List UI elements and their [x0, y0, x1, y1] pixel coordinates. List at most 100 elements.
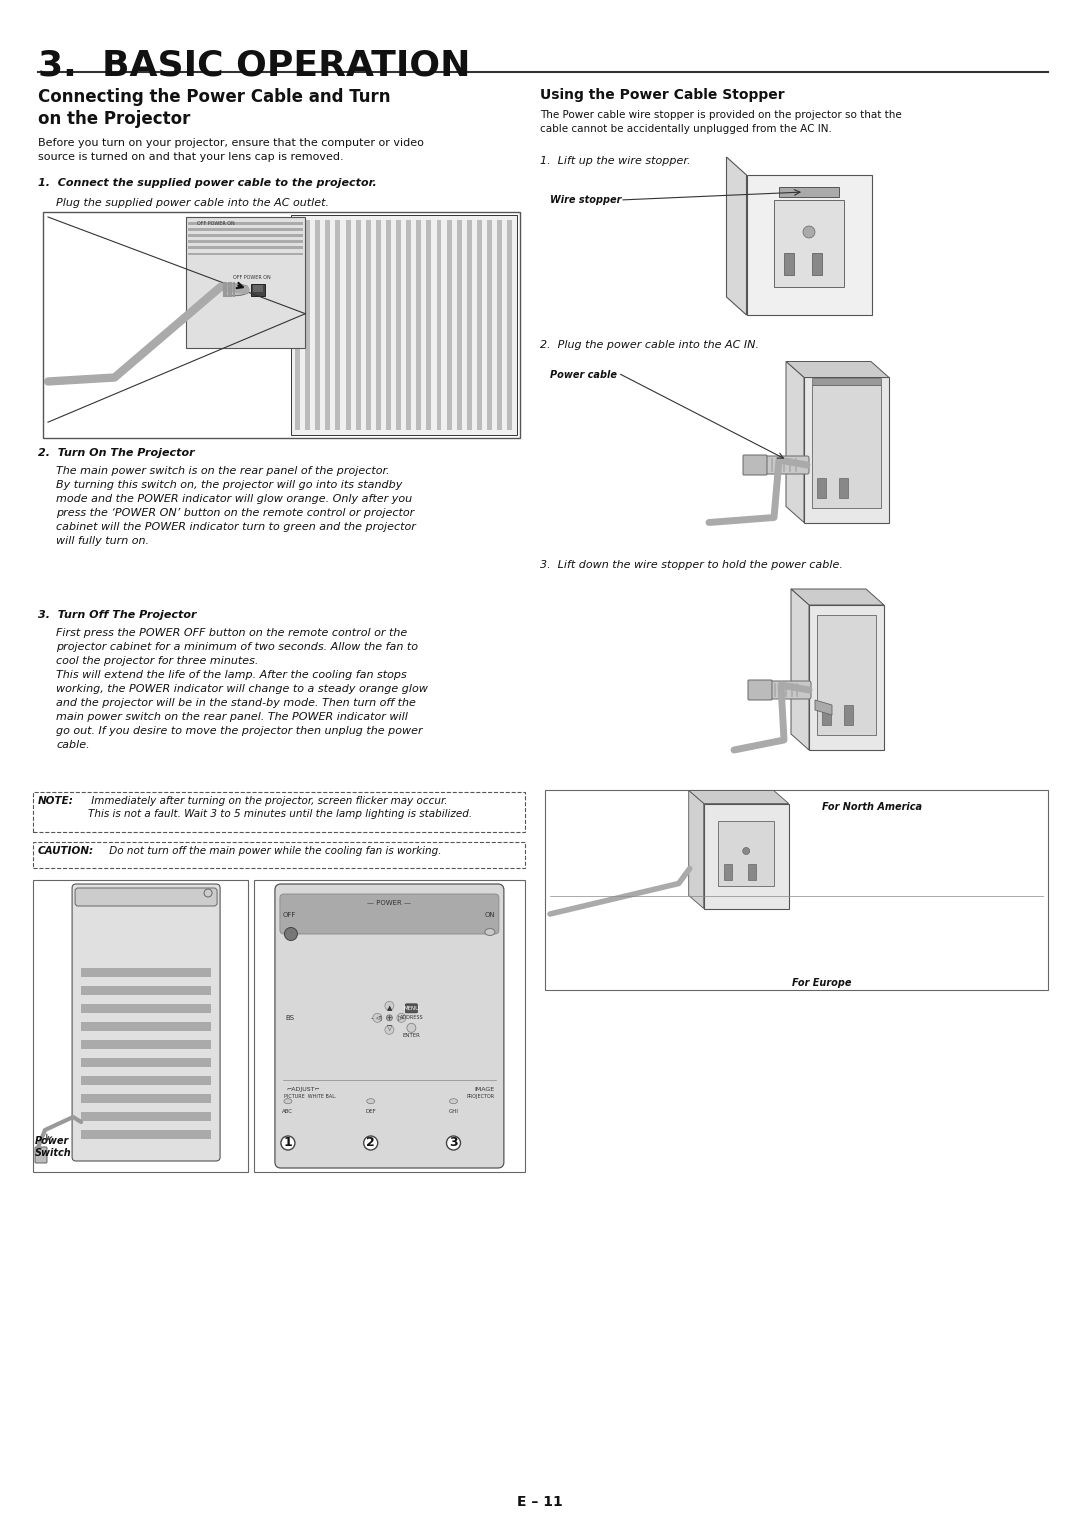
- FancyBboxPatch shape: [76, 888, 217, 906]
- Circle shape: [204, 889, 212, 897]
- Bar: [487, 220, 492, 429]
- Text: Immediately after turning on the projector, screen flicker may occur.
This is no: Immediately after turning on the project…: [87, 796, 472, 819]
- Text: 2.  Turn On The Projector: 2. Turn On The Projector: [38, 448, 194, 458]
- Text: OFF POWER ON: OFF POWER ON: [197, 222, 234, 226]
- Text: ▷: ▷: [397, 1015, 403, 1021]
- Ellipse shape: [367, 1099, 375, 1103]
- Bar: [33, 792, 525, 833]
- Circle shape: [373, 1013, 382, 1022]
- Text: 3.  Turn Off The Projector: 3. Turn Off The Projector: [38, 610, 197, 620]
- FancyBboxPatch shape: [35, 1148, 48, 1163]
- Text: 1: 1: [284, 1137, 293, 1149]
- FancyBboxPatch shape: [405, 1004, 417, 1013]
- FancyBboxPatch shape: [769, 681, 811, 698]
- Bar: [779, 186, 839, 197]
- Bar: [447, 220, 451, 429]
- Bar: [386, 220, 391, 429]
- Text: 1.  Lift up the wire stopper.: 1. Lift up the wire stopper.: [540, 156, 690, 167]
- Bar: [253, 284, 262, 292]
- Text: — POWER —: — POWER —: [367, 900, 411, 906]
- Bar: [718, 821, 774, 886]
- Bar: [33, 880, 248, 1172]
- Text: For Europe: For Europe: [792, 978, 851, 989]
- Text: First press the POWER OFF button on the remote control or the
projector cabinet : First press the POWER OFF button on the …: [56, 628, 428, 750]
- Circle shape: [281, 1135, 295, 1151]
- Bar: [306, 220, 310, 429]
- Circle shape: [384, 1001, 394, 1010]
- Bar: [325, 220, 330, 429]
- Bar: [336, 220, 340, 429]
- Bar: [81, 1041, 211, 1050]
- Text: The main power switch is on the rear panel of the projector.
By turning this swi: The main power switch is on the rear pan…: [56, 466, 416, 545]
- Text: ENTER: ENTER: [403, 1033, 420, 1039]
- Text: OFF: OFF: [282, 912, 296, 918]
- Text: PICTURE  WHITE BAL.: PICTURE WHITE BAL.: [284, 1094, 337, 1099]
- Bar: [748, 863, 756, 880]
- Bar: [188, 240, 303, 243]
- Text: 2.  Plug the power cable into the AC IN.: 2. Plug the power cable into the AC IN.: [540, 341, 759, 350]
- Text: -  ◦  +: - ◦ +: [370, 1015, 392, 1021]
- Text: ⌐ADJUST⌐: ⌐ADJUST⌐: [286, 1088, 320, 1093]
- Bar: [81, 1004, 211, 1013]
- FancyBboxPatch shape: [748, 680, 772, 700]
- Text: DEF: DEF: [365, 1109, 376, 1114]
- Bar: [254, 880, 525, 1172]
- Text: ◁: ◁: [376, 1015, 381, 1021]
- Bar: [355, 220, 361, 429]
- Text: PROJECTOR: PROJECTOR: [467, 1094, 495, 1099]
- Bar: [188, 246, 303, 249]
- Ellipse shape: [485, 929, 495, 935]
- Polygon shape: [791, 588, 885, 605]
- Bar: [812, 377, 881, 385]
- Text: For North America: For North America: [822, 802, 922, 811]
- Text: Power cable: Power cable: [550, 370, 617, 380]
- Text: 3.  BASIC OPERATION: 3. BASIC OPERATION: [38, 47, 471, 83]
- Bar: [81, 969, 211, 976]
- Text: MENU: MENU: [403, 1005, 419, 1012]
- Bar: [427, 220, 431, 429]
- Bar: [497, 220, 502, 429]
- Text: ON: ON: [485, 912, 496, 918]
- Bar: [376, 220, 381, 429]
- Bar: [81, 1094, 211, 1103]
- Bar: [816, 477, 826, 498]
- Bar: [81, 1131, 211, 1138]
- Text: 1.  Connect the supplied power cable to the projector.: 1. Connect the supplied power cable to t…: [38, 177, 377, 188]
- Bar: [809, 605, 885, 750]
- Bar: [295, 220, 300, 429]
- Bar: [188, 252, 303, 255]
- Bar: [186, 217, 306, 347]
- Text: ABC: ABC: [282, 1109, 294, 1114]
- Text: 3: 3: [449, 1137, 458, 1149]
- Bar: [396, 220, 401, 429]
- Text: ADDRESS: ADDRESS: [400, 1015, 423, 1021]
- Text: GHI: GHI: [448, 1109, 459, 1114]
- Bar: [81, 1076, 211, 1085]
- Bar: [81, 1022, 211, 1031]
- Polygon shape: [689, 790, 704, 909]
- Bar: [188, 234, 303, 237]
- Circle shape: [364, 1135, 378, 1151]
- Text: The Power cable wire stopper is provided on the projector so that the
cable cann: The Power cable wire stopper is provided…: [540, 110, 902, 134]
- Bar: [406, 220, 411, 429]
- FancyBboxPatch shape: [765, 455, 809, 474]
- Bar: [33, 842, 525, 868]
- Text: Using the Power Cable Stopper: Using the Power Cable Stopper: [540, 89, 785, 102]
- Polygon shape: [786, 362, 804, 523]
- Bar: [545, 790, 1048, 990]
- Text: ▽: ▽: [387, 1025, 392, 1031]
- Text: NOTE:: NOTE:: [38, 796, 73, 805]
- Bar: [467, 220, 472, 429]
- Bar: [416, 220, 421, 429]
- Circle shape: [407, 1024, 416, 1033]
- Bar: [804, 377, 889, 523]
- Bar: [774, 200, 843, 287]
- Circle shape: [396, 1013, 406, 1022]
- Polygon shape: [727, 157, 746, 315]
- Polygon shape: [689, 790, 788, 804]
- Polygon shape: [224, 283, 247, 296]
- Text: Before you turn on your projector, ensure that the computer or video
source is t: Before you turn on your projector, ensur…: [38, 138, 423, 162]
- FancyBboxPatch shape: [743, 455, 767, 475]
- Text: Connecting the Power Cable and Turn: Connecting the Power Cable and Turn: [38, 89, 391, 105]
- Circle shape: [743, 848, 750, 854]
